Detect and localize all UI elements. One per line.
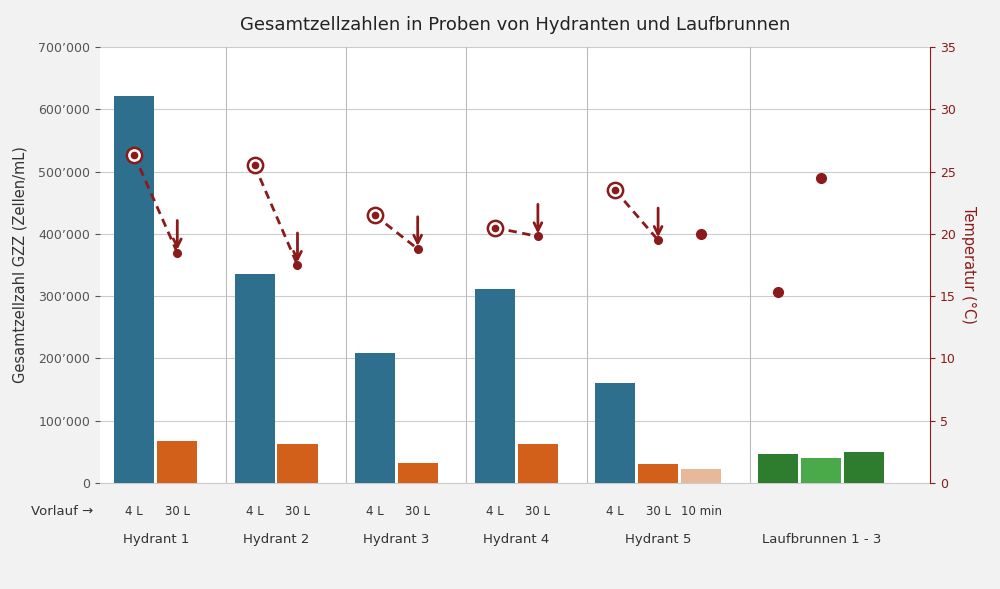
Y-axis label: Temperatur (°C): Temperatur (°C) <box>961 206 976 324</box>
Bar <box>475 289 515 483</box>
Text: Hydrant 3: Hydrant 3 <box>363 533 429 546</box>
Bar <box>277 444 318 483</box>
Bar <box>235 274 275 483</box>
Text: 10 min: 10 min <box>681 505 722 518</box>
Text: 30 L: 30 L <box>525 505 550 518</box>
Text: 30 L: 30 L <box>285 505 310 518</box>
Bar <box>681 469 721 483</box>
Bar <box>518 444 558 483</box>
Bar <box>758 454 798 483</box>
Bar <box>114 97 154 483</box>
Text: Hydrant 5: Hydrant 5 <box>625 533 691 546</box>
Bar <box>398 463 438 483</box>
Text: Hydrant 1: Hydrant 1 <box>123 533 189 546</box>
Text: 4 L: 4 L <box>486 505 504 518</box>
Bar <box>595 383 635 483</box>
Text: 30 L: 30 L <box>646 505 671 518</box>
Text: Vorlauf →: Vorlauf → <box>31 505 94 518</box>
Text: Hydrant 2: Hydrant 2 <box>243 533 309 546</box>
Bar <box>801 458 841 483</box>
Bar <box>355 353 395 483</box>
Text: 4 L: 4 L <box>606 505 624 518</box>
Text: 4 L: 4 L <box>366 505 384 518</box>
Text: 30 L: 30 L <box>165 505 190 518</box>
Text: 30 L: 30 L <box>405 505 430 518</box>
Text: Hydrant 4: Hydrant 4 <box>483 533 550 546</box>
Text: 4 L: 4 L <box>246 505 263 518</box>
Text: 4 L: 4 L <box>125 505 143 518</box>
Y-axis label: Gesamtzellzahl GZZ (Zellen/mL): Gesamtzellzahl GZZ (Zellen/mL) <box>12 147 27 383</box>
Bar <box>844 452 884 483</box>
Title: Gesamtzellzahlen in Proben von Hydranten und Laufbrunnen: Gesamtzellzahlen in Proben von Hydranten… <box>240 16 790 34</box>
Text: Laufbrunnen 1 - 3: Laufbrunnen 1 - 3 <box>762 533 881 546</box>
Bar <box>638 464 678 483</box>
Bar <box>157 441 197 483</box>
